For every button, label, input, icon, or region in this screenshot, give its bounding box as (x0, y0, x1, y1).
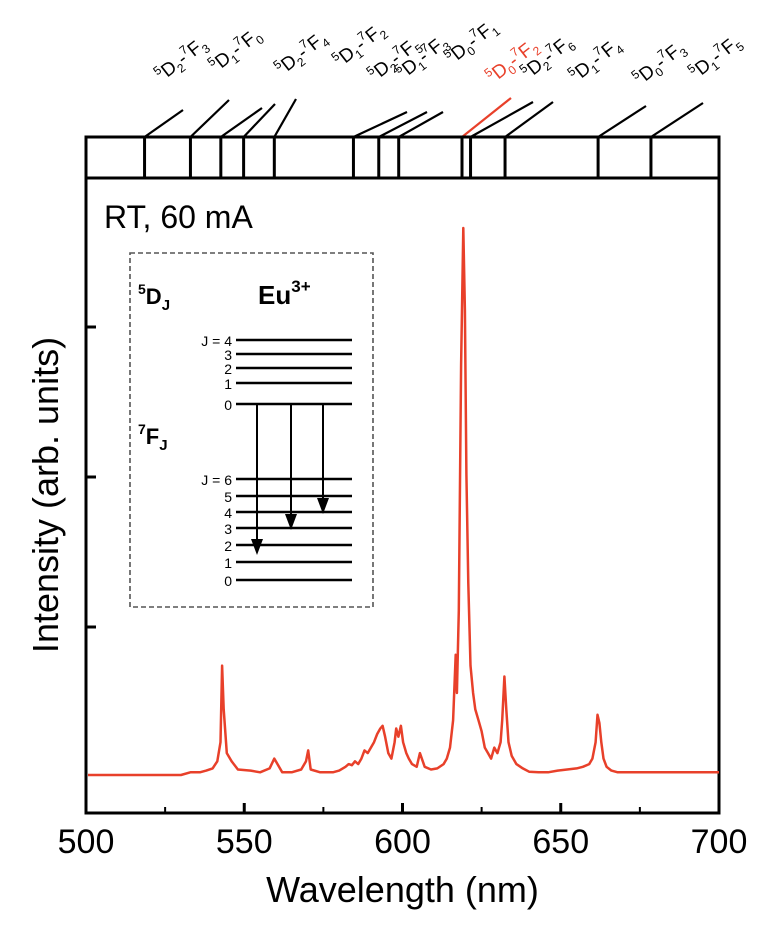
top-connector-line (143, 109, 184, 138)
top-connector-line (242, 103, 276, 138)
inset-label-part: 3+ (291, 277, 310, 296)
condition-annotation: RT, 60 mA (104, 199, 253, 235)
top-connector-line (273, 98, 297, 138)
y-axis-ticks (86, 325, 96, 629)
transition-arrow-head (317, 498, 329, 514)
x-axis-title: Wavelength (nm) (266, 869, 539, 910)
top-connector-line (220, 107, 263, 138)
top-connector-line (470, 101, 534, 138)
lower-level-label: 1 (224, 555, 232, 571)
x-axis-ticks: 500 550 600 650 700 (58, 803, 748, 861)
x-tick-label: 500 (58, 823, 115, 861)
upper-level-label: 1 (224, 376, 232, 392)
transition-label: 5D0-7F2 (481, 33, 544, 90)
lower-level-label: J = 6 (201, 472, 232, 488)
top-connector-line (650, 102, 704, 138)
inset-label-part: J (162, 297, 170, 314)
ion-label: Eu3+ (258, 277, 311, 310)
lower-level-label: 3 (224, 521, 232, 537)
series-layer (88, 226, 719, 777)
lower-level-label: 2 (224, 538, 232, 554)
spectrum-line (88, 226, 719, 777)
upper-manifold-label: 5DJ (138, 281, 170, 314)
top-connector-line (378, 111, 428, 138)
inset-border (129, 252, 374, 608)
transition-label: 5D1-7F5 (684, 29, 747, 86)
x-tick-label: 600 (374, 823, 431, 861)
x-tick-label: 700 (691, 823, 748, 861)
upper-level-label: J = 4 (201, 333, 232, 349)
lower-level-label: 0 (224, 573, 232, 589)
top-transition-axis (84, 135, 721, 180)
lower-manifold-label: 7FJ (138, 421, 168, 454)
top-connector-line (504, 101, 554, 138)
inset-label-part: Eu (258, 280, 291, 310)
top-connector-line (461, 97, 512, 138)
top-strip-border (84, 135, 721, 180)
transition-arrow-head (251, 539, 263, 555)
inset-label-part: J (159, 437, 167, 454)
upper-level-label: 2 (224, 361, 232, 377)
y-axis-title: Intensity (arb. units) (25, 337, 66, 653)
transition-label: 5D1-7F4 (564, 32, 627, 89)
inset-label-part: D (146, 284, 162, 309)
inset-label-part: F (146, 424, 159, 449)
transition-arrow-head (285, 514, 297, 530)
top-connector-line (597, 105, 647, 138)
lower-level-label: 4 (224, 505, 232, 521)
top-transition-labels: 5D2-7F35D1-7F05D2-7F45D1-7F25D2-7F55D1-7… (150, 21, 747, 92)
top-transition-connectors (143, 97, 704, 138)
inset-label-part: 5 (138, 281, 146, 297)
lower-level-label: 5 (224, 489, 232, 505)
x-tick-label: 550 (216, 823, 273, 861)
upper-level-label: 3 (224, 347, 232, 363)
transition-label: 5D1-7F0 (204, 22, 267, 79)
transition-label: 5D0-7F3 (628, 35, 691, 92)
upper-level-label: 0 (224, 397, 232, 413)
transition-label: 5D1-7F3 (391, 29, 454, 86)
transition-label: 5D2-7F3 (150, 31, 213, 88)
inset-label-part: 7 (138, 421, 146, 437)
top-connector-line (189, 99, 230, 138)
transition-label: 5D2-7F4 (270, 25, 333, 82)
x-tick-label: 650 (532, 823, 589, 861)
top-connector-line (398, 111, 444, 138)
top-connector-line (352, 111, 408, 138)
